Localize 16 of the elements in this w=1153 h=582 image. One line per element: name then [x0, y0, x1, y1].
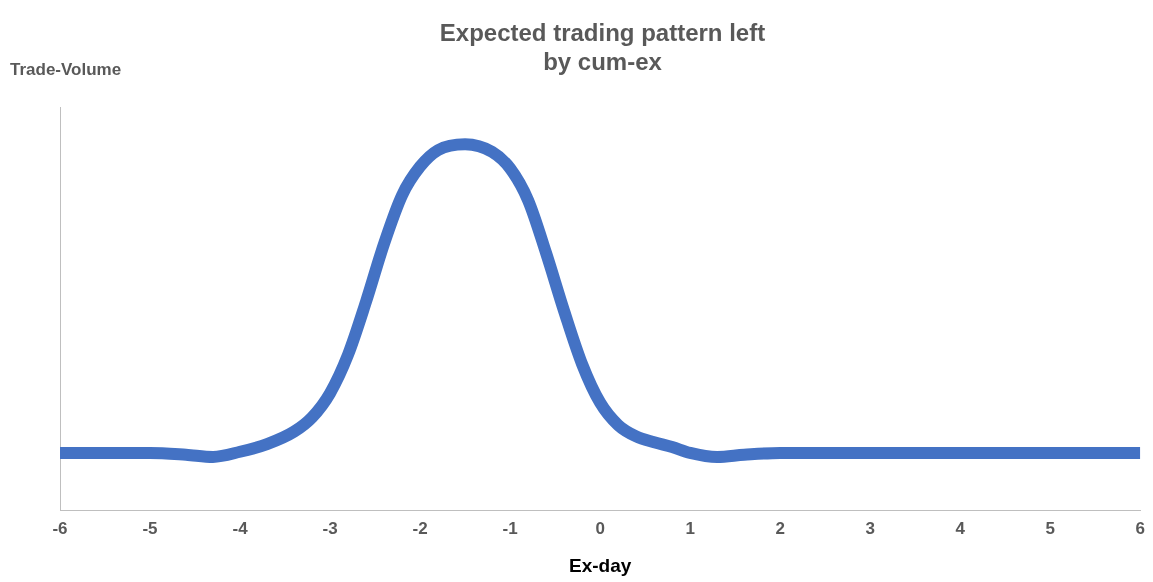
chart-title: Expected trading pattern left by cum-ex — [439, 19, 766, 75]
x-tick-label: 6 — [1135, 518, 1146, 538]
x-tick-label: -3 — [322, 518, 338, 538]
x-tick-label: 1 — [685, 518, 695, 538]
x-tick-label: -5 — [142, 518, 158, 538]
x-tick-label: 0 — [595, 518, 605, 538]
x-tick-label: 5 — [1045, 518, 1055, 538]
x-tick-label: 4 — [955, 518, 966, 538]
x-tick-label: -1 — [502, 518, 518, 538]
x-tick-label: -6 — [52, 518, 68, 538]
y-axis-title: Trade-Volume — [10, 60, 122, 80]
x-tick-label: -4 — [232, 518, 249, 538]
x-tick-label: -2 — [412, 518, 428, 538]
x-tick-label: 3 — [865, 518, 875, 538]
x-axis-title: Ex-day — [568, 554, 632, 576]
x-tick-label: 2 — [775, 518, 785, 538]
